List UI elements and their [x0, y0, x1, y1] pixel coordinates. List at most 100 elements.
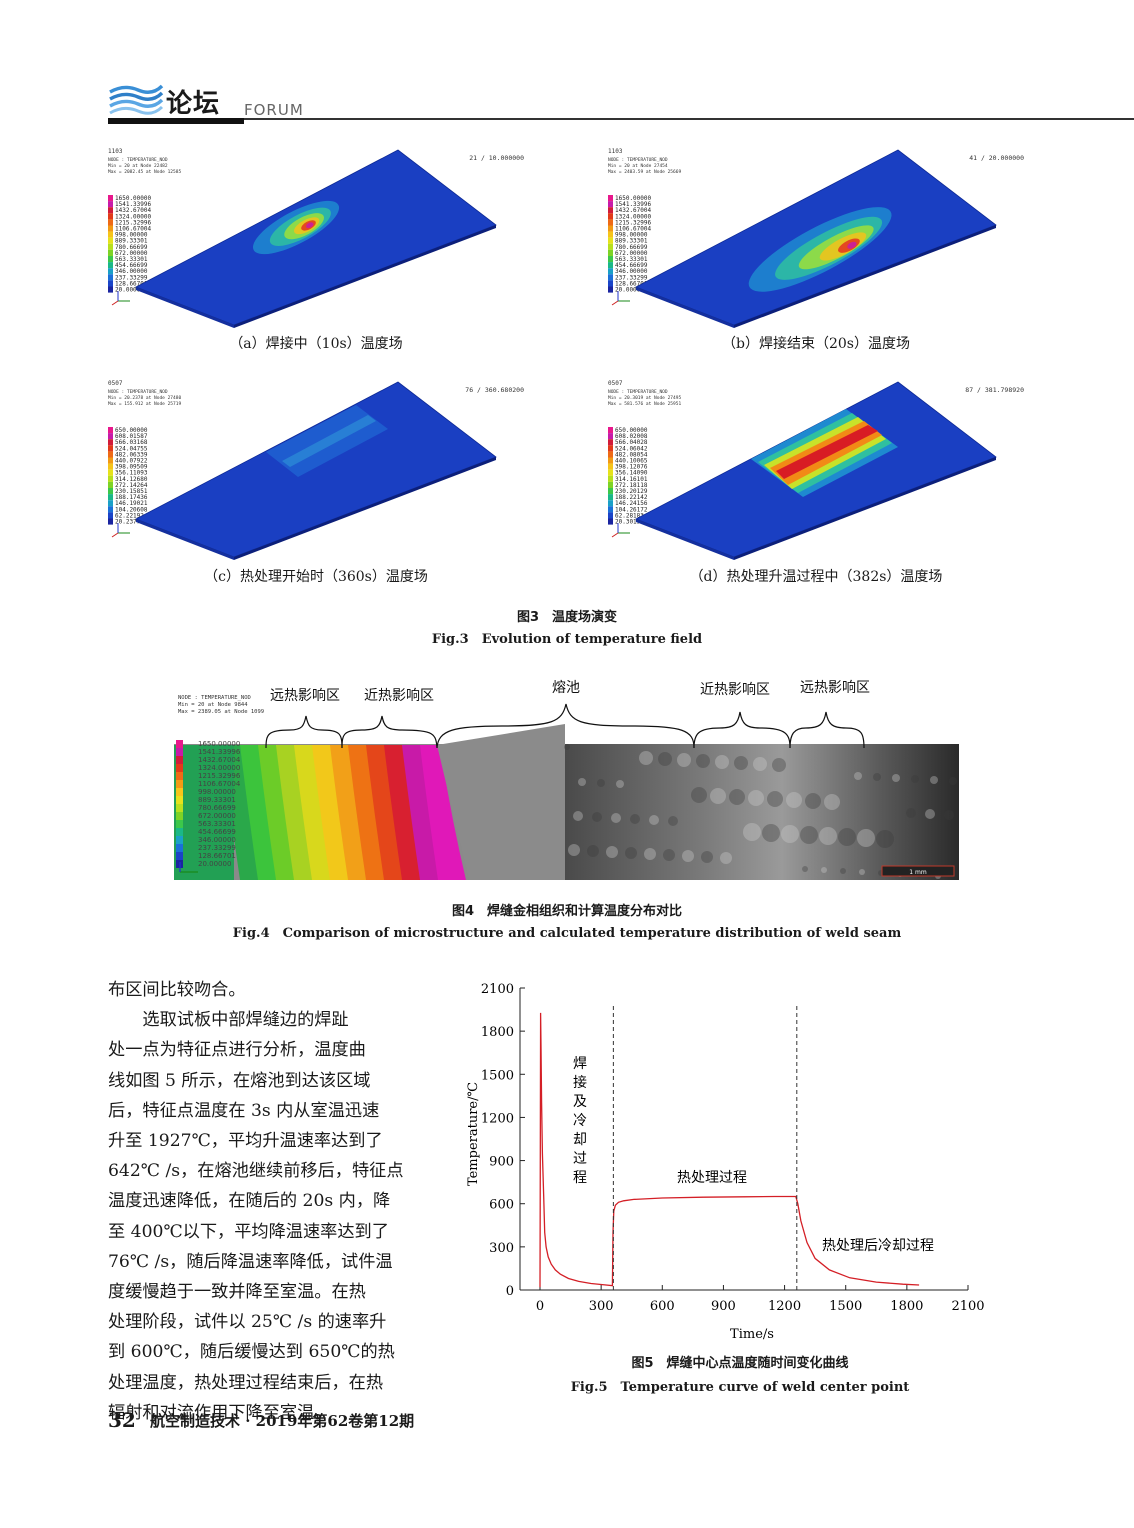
legend-value: 356.11093 — [115, 470, 148, 477]
legend-swatch — [176, 796, 183, 804]
legend-value: 998.00000 — [198, 788, 236, 796]
legend-value: 237.33299 — [615, 274, 648, 281]
fig3-caption-a: （a）焊接中（10s）温度场 — [229, 336, 403, 352]
legend-swatch — [108, 256, 113, 263]
legend-swatch — [108, 512, 113, 519]
legend-swatch — [608, 518, 613, 525]
panel-label: 1103 — [108, 148, 123, 155]
panel-label: 1103 — [608, 148, 623, 155]
fig4-header-line: Max = 2389.05 at Node 1099 — [178, 709, 264, 715]
body-line: 布区间比较吻合。 — [108, 980, 246, 1000]
legend-value: 128.66701 — [198, 852, 236, 860]
journal-logo-icon — [109, 84, 164, 115]
legend-swatch — [176, 804, 183, 812]
fig3-caption-d: （d）热处理升温过程中（382s）温度场 — [689, 569, 943, 585]
fig3-caption-b: （b）焊接结束（20s）温度场 — [722, 336, 910, 352]
legend-swatch — [176, 812, 183, 820]
temperature-field — [252, 200, 340, 255]
y-tick-label: 900 — [489, 1155, 514, 1170]
legend-swatch — [608, 451, 613, 458]
legend-swatch — [108, 451, 113, 458]
legend-value: 188.22142 — [615, 494, 648, 501]
legend-swatch — [608, 225, 613, 232]
legend-value: 1541.33996 — [615, 201, 652, 208]
phase-label-char: 及 — [573, 1094, 587, 1110]
legend-swatch — [176, 836, 183, 844]
panel-legend: 650.00000608.02008566.04028524.06042482.… — [608, 427, 648, 526]
legend-value: 146.24156 — [615, 500, 648, 507]
legend-swatch — [108, 463, 113, 470]
legend-value: 889.33301 — [115, 238, 148, 245]
y-tick-label: 1800 — [481, 1025, 514, 1040]
legend-value: 672.00000 — [198, 812, 236, 820]
legend-value: 398.12076 — [615, 464, 648, 471]
legend-value: 188.17436 — [115, 494, 148, 501]
legend-swatch — [176, 772, 183, 780]
fig4-scale-bar: 1 mm — [909, 869, 927, 876]
body-line: 度缓慢趋于一致并降至室温。在热 — [108, 1282, 366, 1303]
legend-value: 62.22192 — [115, 512, 144, 519]
legend-swatch — [176, 788, 183, 796]
x-tick-label: 1200 — [768, 1299, 801, 1314]
legend-value: 1106.67004 — [198, 780, 241, 788]
legend-swatch — [608, 243, 613, 250]
header-rule-thick — [108, 118, 244, 124]
panel-min: Min = 20.2378 at Node 27480 — [108, 395, 181, 401]
legend-value: 1215.32996 — [198, 772, 241, 780]
legend-value: 346.00000 — [115, 268, 148, 275]
y-tick-label: 1200 — [481, 1111, 514, 1126]
y-tick-label: 0 — [506, 1284, 514, 1299]
legend-swatch — [176, 844, 183, 852]
legend-value: 889.33301 — [615, 238, 648, 245]
legend-value: 524.04755 — [115, 445, 148, 452]
legend-value: 889.33301 — [198, 796, 236, 804]
legend-value: 454.66699 — [198, 828, 236, 836]
section-subtitle: FORUM — [244, 101, 304, 119]
body-line: 到 600℃，随后缓慢达到 650℃的热 — [108, 1342, 395, 1363]
panel-node-title: NODE : TEMPERATURE_NOD — [108, 157, 168, 163]
legend-value: 1650.00000 — [115, 195, 152, 202]
legend-swatch — [608, 268, 613, 275]
page-number: 32 — [108, 1408, 136, 1432]
x-tick-label: 600 — [650, 1299, 675, 1314]
x-tick-label: 2100 — [951, 1299, 984, 1314]
legend-swatch — [108, 506, 113, 513]
body-line: 处理温度，热处理过程结束后，在热 — [108, 1372, 384, 1393]
phase-label-char: 却 — [573, 1132, 587, 1148]
legend-swatch — [608, 433, 613, 440]
legend-swatch — [608, 500, 613, 507]
section-title: 论坛 — [166, 89, 221, 119]
legend-value: 998.00000 — [615, 232, 648, 239]
legend-swatch — [108, 262, 113, 269]
legend-swatch — [108, 481, 113, 488]
y-tick-label: 600 — [489, 1198, 514, 1213]
legend-swatch — [176, 852, 183, 860]
legend-swatch — [108, 494, 113, 501]
panel-node-title: NODE : TEMPERATURE_NOD — [608, 389, 668, 395]
legend-swatch — [108, 249, 113, 256]
legend-value: 1324.00000 — [198, 764, 240, 772]
phase-label: 热处理后冷却过程 — [822, 1238, 934, 1254]
fig3-panel-c: 0507 NODE : TEMPERATURE_NOD Min = 20.2378 … — [106, 377, 526, 562]
legend-value: 346.00000 — [198, 836, 236, 844]
fig3-panel-b: 1103 NODE : TEMPERATURE_NOD Min = 20 at No… — [606, 145, 1026, 330]
legend-value: 1215.32996 — [615, 219, 652, 226]
legend-swatch — [108, 445, 113, 452]
legend-swatch — [108, 518, 113, 525]
fig5-series-line — [539, 1012, 920, 1288]
temperature-field — [751, 409, 898, 497]
y-tick-label: 2100 — [481, 982, 514, 997]
legend-swatch — [608, 237, 613, 244]
legend-swatch — [608, 506, 613, 513]
legend-swatch — [608, 457, 613, 464]
y-tick-label: 1500 — [481, 1068, 514, 1083]
legend-value: 314.12680 — [115, 476, 148, 483]
legend-swatch — [608, 231, 613, 238]
legend-value: 608.01587 — [115, 433, 148, 440]
body-line: 处理阶段，试件以 25℃ /s 的速率升 — [108, 1312, 387, 1333]
legend-value: 1215.32996 — [115, 219, 152, 226]
legend-value: 780.66699 — [615, 244, 648, 251]
legend-value: 237.33299 — [198, 844, 236, 852]
phase-label-char: 冷 — [573, 1113, 587, 1129]
fig3-panel-d: 0507 NODE : TEMPERATURE_NOD Min = 20.3019 … — [606, 377, 1026, 562]
